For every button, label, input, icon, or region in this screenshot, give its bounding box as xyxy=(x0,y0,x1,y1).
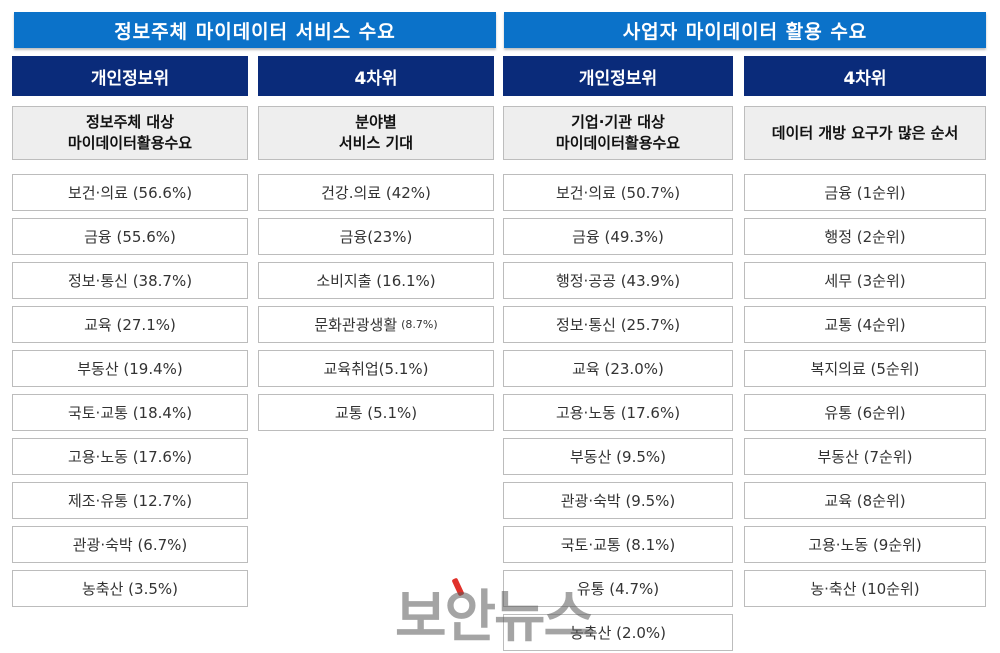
list-item: 복지의료 (5순위) xyxy=(744,350,986,387)
subheader-line1: 정보주체 대상 xyxy=(85,113,175,131)
list-item-label: 문화관광생활 xyxy=(314,316,398,334)
list-item-label: 금융 (55.6%) xyxy=(84,228,176,246)
list-item-label: 고용·노동 (17.6%) xyxy=(555,404,681,422)
list-item-label: 국토·교통 (8.1%) xyxy=(560,536,676,554)
column-header-pipc-subject: 개인정보위 xyxy=(12,56,248,96)
list-item-label: 교통 (4순위) xyxy=(824,316,906,334)
list-item: 정보·통신 (38.7%) xyxy=(12,262,248,299)
list-item: 부동산 (19.4%) xyxy=(12,350,248,387)
list-item-label: 정보·통신 (25.7%) xyxy=(555,316,681,334)
list-item: 유통 (6순위) xyxy=(744,394,986,431)
column-header-4ir-business: 4차위 xyxy=(744,56,986,96)
list-item: 세무 (3순위) xyxy=(744,262,986,299)
column-header-4ir-subject: 4차위 xyxy=(258,56,494,96)
list-item: 고용·노동 (17.6%) xyxy=(503,394,733,431)
list-item: 농축산 (2.0%) xyxy=(503,614,733,651)
list-item-label: 부동산 (9.5%) xyxy=(570,448,666,466)
subheader-line1: 기업·기관 대상 xyxy=(571,113,665,131)
list-item: 소비지출 (16.1%) xyxy=(258,262,494,299)
list-item-label: 농·축산 (10순위) xyxy=(810,580,920,598)
list-item-label: 교육 (8순위) xyxy=(824,492,906,510)
list-item: 건강.의료 (42%) xyxy=(258,174,494,211)
banner-data-subject-demand: 정보주체 마이데이터 서비스 수요 xyxy=(14,12,496,48)
list-item: 교육 (23.0%) xyxy=(503,350,733,387)
list-item-label: 관광·숙박 (6.7%) xyxy=(72,536,188,554)
list-item-label: 유통 (6순위) xyxy=(824,404,906,422)
list-item: 문화관광생활 (8.7%) xyxy=(258,306,494,343)
list-item-label: 교육취업(5.1%) xyxy=(323,360,429,378)
list-item-label: 농축산 (3.5%) xyxy=(82,580,178,598)
list-item-label: 국토·교통 (18.4%) xyxy=(67,404,193,422)
list-item: 정보·통신 (25.7%) xyxy=(503,306,733,343)
list-item: 교통 (5.1%) xyxy=(258,394,494,431)
list-item: 교육취업(5.1%) xyxy=(258,350,494,387)
list-item-label: 보건·의료 (50.7%) xyxy=(555,184,681,202)
list-item: 보건·의료 (56.6%) xyxy=(12,174,248,211)
list-item: 금융 (49.3%) xyxy=(503,218,733,255)
list-item-label: 부동산 (19.4%) xyxy=(77,360,183,378)
list-item: 금융 (1순위) xyxy=(744,174,986,211)
list-item: 고용·노동 (9순위) xyxy=(744,526,986,563)
subheader-sector-expectation: 분야별 서비스 기대 xyxy=(258,106,494,160)
list-item-label: 보건·의료 (56.6%) xyxy=(67,184,193,202)
list-item-label: 제조·유통 (12.7%) xyxy=(67,492,193,510)
banner-business-demand: 사업자 마이데이터 활용 수요 xyxy=(504,12,986,48)
list-item-label: 행정·공공 (43.9%) xyxy=(555,272,681,290)
column-header-pipc-business: 개인정보위 xyxy=(503,56,733,96)
list-item-label: 교통 (5.1%) xyxy=(334,404,418,422)
subheader-subject-demand: 정보주체 대상 마이데이터활용수요 xyxy=(12,106,248,160)
list-item: 금융(23%) xyxy=(258,218,494,255)
subheader-line2: 마이데이터활용수요 xyxy=(67,134,193,152)
watermark-accent-icon xyxy=(451,577,465,597)
list-item-label: 교육 (27.1%) xyxy=(84,316,176,334)
list-item-label: 행정 (2순위) xyxy=(824,228,906,246)
subheader-line2: 마이데이터활용수요 xyxy=(555,134,681,152)
list-item: 고용·노동 (17.6%) xyxy=(12,438,248,475)
list-item-label: 관광·숙박 (9.5%) xyxy=(560,492,676,510)
list-item: 농·축산 (10순위) xyxy=(744,570,986,607)
list-item-label: 정보·통신 (38.7%) xyxy=(67,272,193,290)
list-item-label: 고용·노동 (9순위) xyxy=(808,536,922,554)
list-item-percentage: (8.7%) xyxy=(401,318,438,331)
list-item: 행정 (2순위) xyxy=(744,218,986,255)
list-item: 유통 (4.7%) xyxy=(503,570,733,607)
subheader-line1: 분야별 xyxy=(355,113,397,131)
list-item: 부동산 (7순위) xyxy=(744,438,986,475)
list-item-label: 금융 (49.3%) xyxy=(572,228,664,246)
subheader-open-data-order: 데이터 개방 요구가 많은 순서 xyxy=(744,106,986,160)
list-item-label: 부동산 (7순위) xyxy=(817,448,913,466)
list-item: 국토·교통 (18.4%) xyxy=(12,394,248,431)
list-item: 행정·공공 (43.9%) xyxy=(503,262,733,299)
list-item: 금융 (55.6%) xyxy=(12,218,248,255)
list-item: 보건·의료 (50.7%) xyxy=(503,174,733,211)
list-item-label: 소비지출 (16.1%) xyxy=(316,272,436,290)
list-item-label: 금융(23%) xyxy=(339,228,413,246)
list-item: 교육 (8순위) xyxy=(744,482,986,519)
list-item: 제조·유통 (12.7%) xyxy=(12,482,248,519)
list-item-label: 교육 (23.0%) xyxy=(572,360,664,378)
list-item-label: 유통 (4.7%) xyxy=(576,580,660,598)
subheader-line2: 서비스 기대 xyxy=(338,134,414,152)
list-item-label: 금융 (1순위) xyxy=(824,184,906,202)
list-item: 부동산 (9.5%) xyxy=(503,438,733,475)
list-item: 관광·숙박 (9.5%) xyxy=(503,482,733,519)
list-item-label: 복지의료 (5순위) xyxy=(810,360,920,378)
list-item: 국토·교통 (8.1%) xyxy=(503,526,733,563)
list-item-label: 세무 (3순위) xyxy=(824,272,906,290)
subheader-business-demand: 기업·기관 대상 마이데이터활용수요 xyxy=(503,106,733,160)
list-item: 교통 (4순위) xyxy=(744,306,986,343)
subheader-line1: 데이터 개방 요구가 많은 순서 xyxy=(771,123,959,142)
list-item: 농축산 (3.5%) xyxy=(12,570,248,607)
list-item: 교육 (27.1%) xyxy=(12,306,248,343)
list-item-label: 건강.의료 (42%) xyxy=(321,184,431,202)
list-item-label: 농축산 (2.0%) xyxy=(570,624,666,642)
list-item-label: 고용·노동 (17.6%) xyxy=(67,448,193,466)
list-item: 관광·숙박 (6.7%) xyxy=(12,526,248,563)
